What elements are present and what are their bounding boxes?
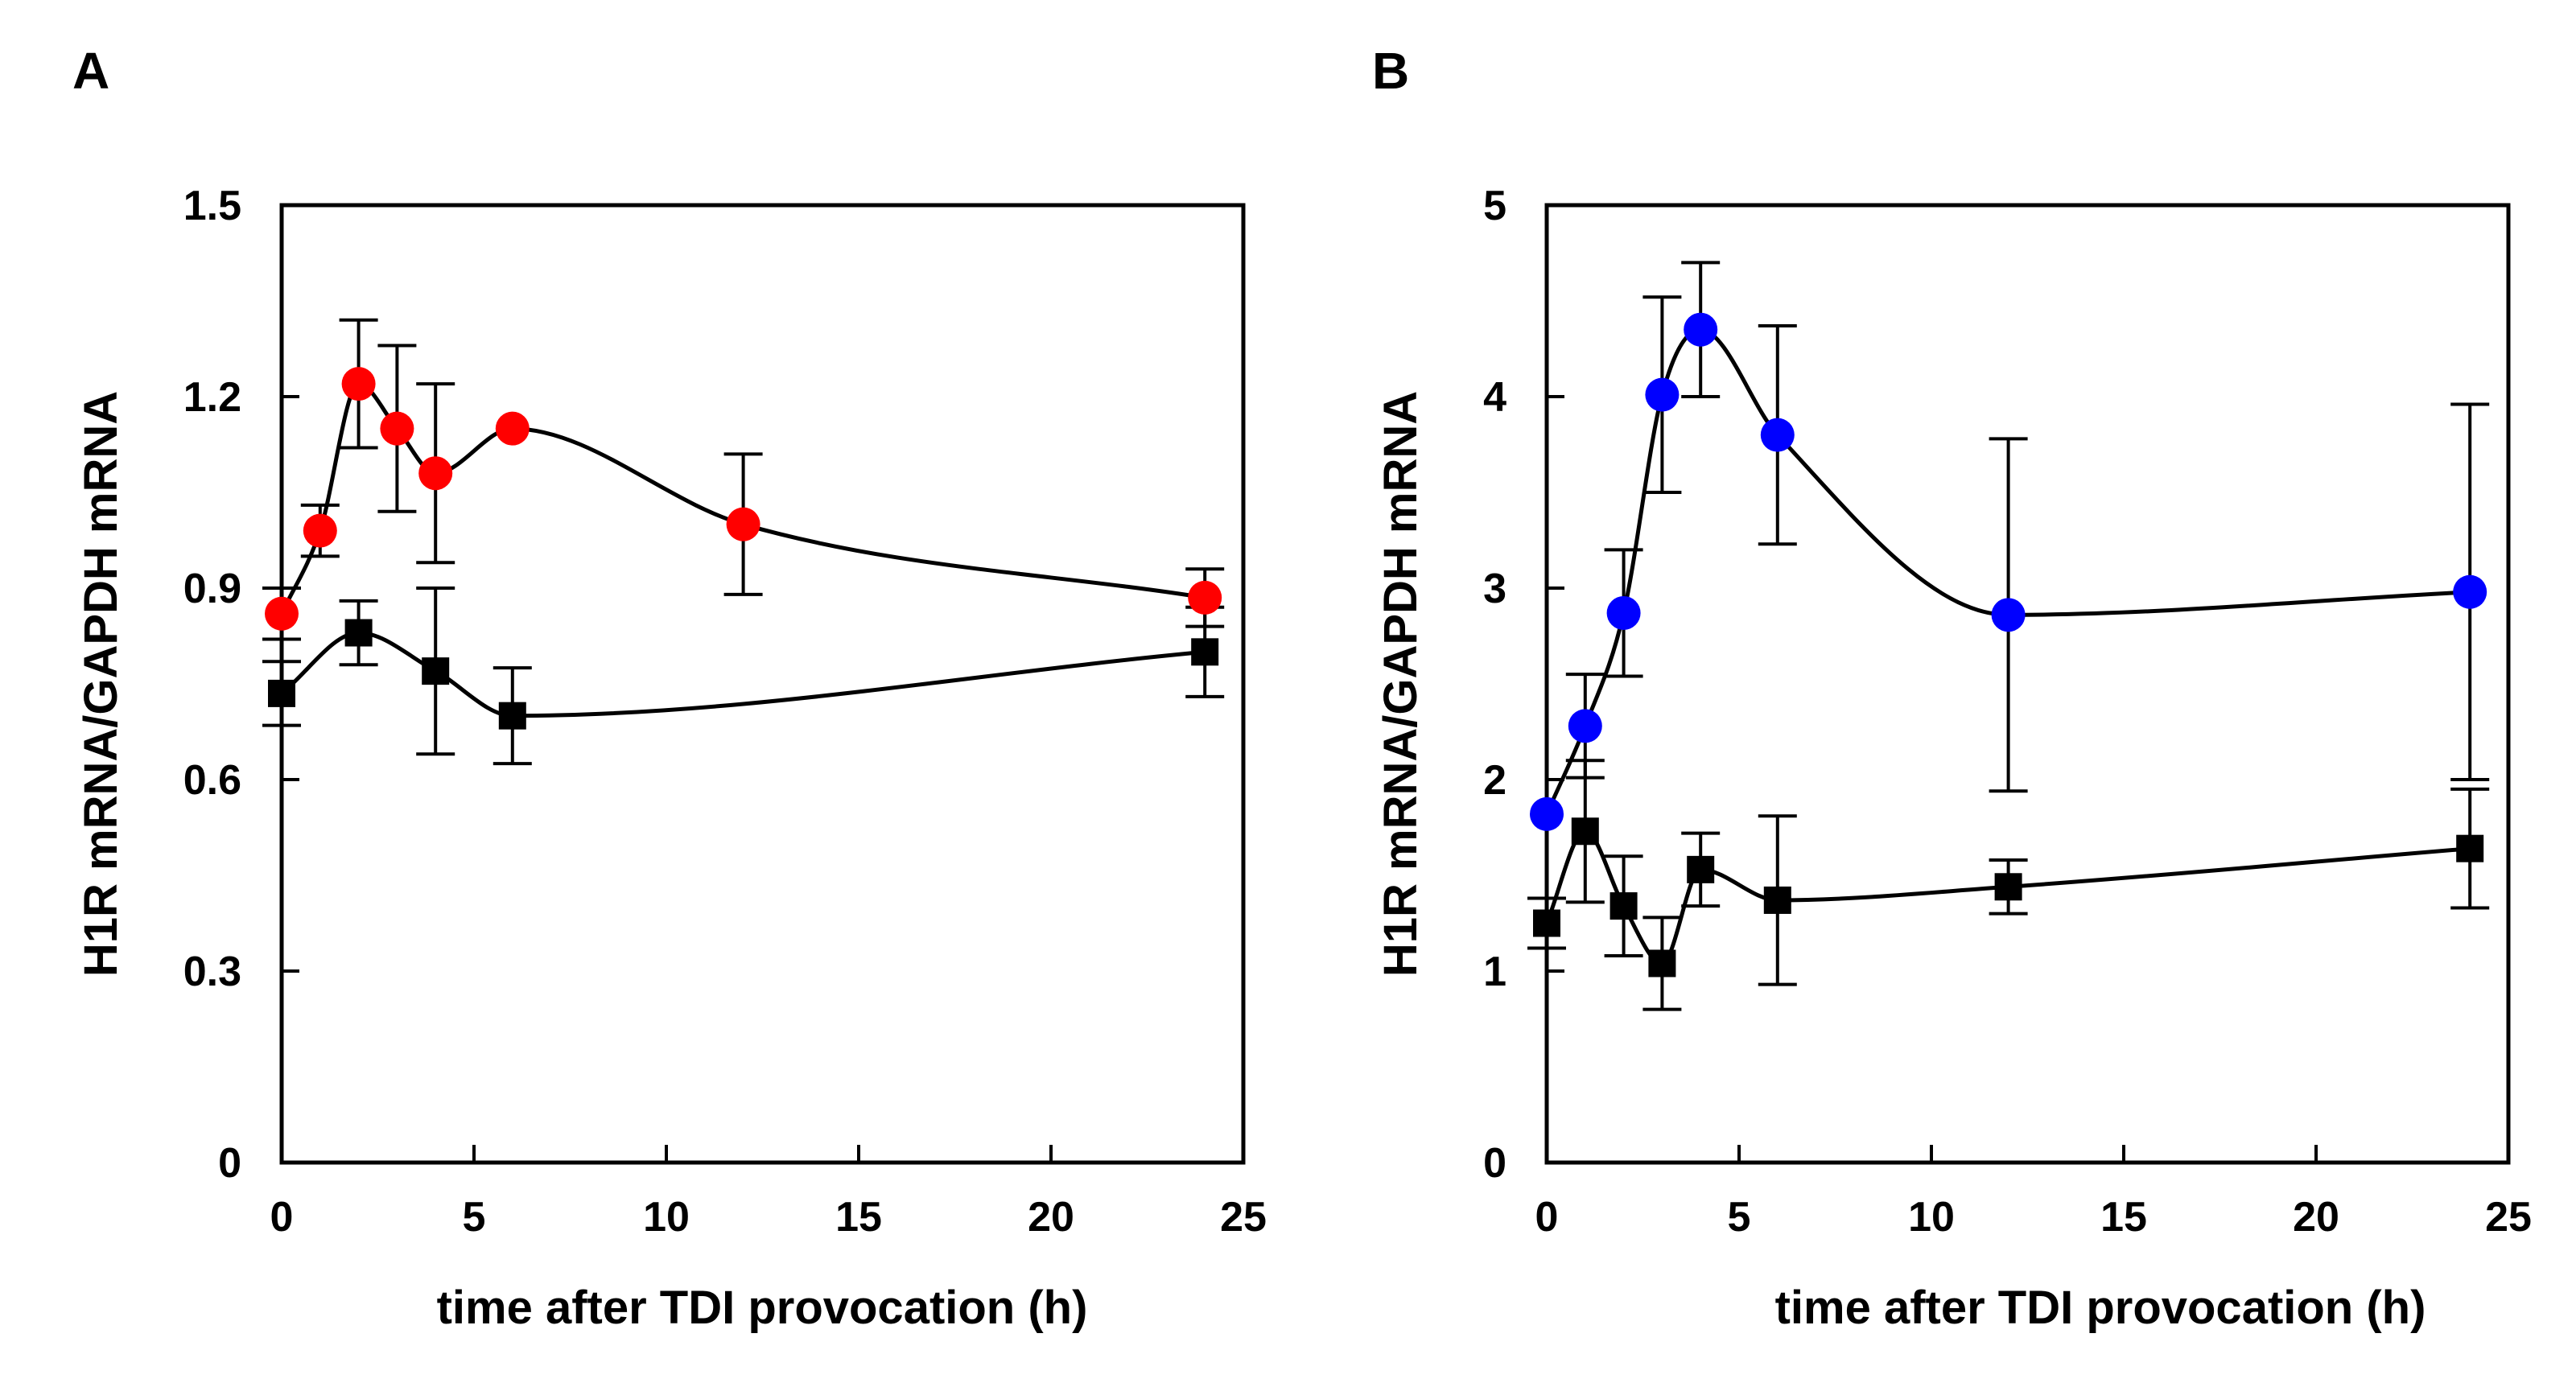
panel-b-frame bbox=[1544, 203, 2511, 1165]
data-point-square bbox=[2456, 834, 2484, 862]
data-point-circle bbox=[1760, 418, 1795, 452]
data-point-circle bbox=[2453, 574, 2487, 609]
panel-b-ticks: 0 5 10 15 20 25 0 1 2 3 4 5 bbox=[1483, 183, 2532, 1241]
panel-b-ylabel: H1R mRNA/GAPDH mRNA bbox=[1375, 391, 1427, 977]
series-line bbox=[280, 630, 1206, 718]
data-point-square bbox=[498, 702, 526, 730]
panel-a: A 0 5 10 15 20 25 0 0.3 0.6 0.9 1.2 1.5 time after … bbox=[72, 42, 1267, 1334]
data-point-circle bbox=[1606, 595, 1641, 630]
y-tick-label: 2 bbox=[1483, 757, 1506, 804]
data-point-circle bbox=[1188, 580, 1222, 615]
panel-b-xlabel: time after TDI provocation (h) bbox=[1775, 1282, 2426, 1334]
data-point-square bbox=[1533, 909, 1560, 937]
panel-a-error-bars bbox=[262, 318, 1225, 766]
data-point-circle bbox=[303, 513, 337, 548]
data-point-circle bbox=[1684, 312, 1718, 347]
data-point-circle bbox=[1991, 598, 2026, 632]
data-point-circle bbox=[265, 596, 299, 631]
data-point-square bbox=[1763, 886, 1791, 914]
data-point-circle bbox=[1645, 377, 1680, 412]
data-point-circle bbox=[418, 456, 453, 491]
data-point-circle bbox=[495, 411, 530, 446]
y-tick-label: 0 bbox=[218, 1140, 241, 1187]
y-tick-label: 1.2 bbox=[183, 374, 241, 421]
panel-b-points bbox=[1530, 312, 2487, 977]
y-tick-label: 0.6 bbox=[183, 757, 241, 804]
data-point-circle bbox=[1568, 709, 1602, 743]
y-tick-label: 1 bbox=[1483, 949, 1506, 995]
data-point-circle bbox=[341, 367, 376, 401]
x-tick-label: 0 bbox=[270, 1194, 294, 1241]
y-tick-label: 5 bbox=[1483, 183, 1506, 229]
series-line bbox=[279, 381, 1206, 615]
x-tick-label: 20 bbox=[2293, 1194, 2339, 1241]
x-tick-label: 5 bbox=[463, 1194, 486, 1241]
data-point-circle bbox=[726, 507, 760, 541]
data-point-square bbox=[1609, 892, 1638, 920]
data-point-square bbox=[1687, 855, 1715, 883]
x-tick-label: 10 bbox=[643, 1194, 690, 1241]
data-point-circle bbox=[1530, 796, 1564, 831]
panel-b-letter: B bbox=[1372, 42, 1409, 100]
x-tick-label: 15 bbox=[835, 1194, 882, 1241]
data-point-square bbox=[1994, 873, 2022, 901]
x-tick-label: 10 bbox=[1908, 1194, 1955, 1241]
data-point-square bbox=[422, 657, 450, 685]
data-point-square bbox=[1191, 638, 1219, 666]
panel-b: B 0 5 10 15 20 25 0 1 2 3 4 5 time after TDI provoc… bbox=[1372, 42, 2532, 1334]
data-point-square bbox=[1571, 817, 1599, 846]
panel-a-ylabel: H1R mRNA/GAPDH mRNA bbox=[75, 391, 127, 977]
y-tick-label: 3 bbox=[1483, 566, 1506, 612]
panel-a-xlabel: time after TDI provocation (h) bbox=[437, 1282, 1088, 1334]
x-tick-label: 25 bbox=[1220, 1194, 1267, 1241]
panel-a-ticks: 0 5 10 15 20 25 0 0.3 0.6 0.9 1.2 1.5 bbox=[183, 183, 1267, 1241]
data-point-square bbox=[1648, 949, 1676, 977]
data-point-circle bbox=[380, 411, 414, 446]
y-tick-label: 0.9 bbox=[183, 566, 241, 612]
panel-a-letter: A bbox=[72, 42, 109, 100]
y-tick-label: 4 bbox=[1483, 374, 1506, 421]
x-tick-label: 0 bbox=[1535, 1194, 1559, 1241]
x-tick-label: 25 bbox=[2485, 1194, 2532, 1241]
x-tick-label: 15 bbox=[2100, 1194, 2147, 1241]
y-tick-label: 0 bbox=[1483, 1140, 1506, 1187]
x-tick-label: 5 bbox=[1728, 1194, 1751, 1241]
x-tick-label: 20 bbox=[1028, 1194, 1074, 1241]
panel-a-points bbox=[265, 367, 1222, 730]
data-point-square bbox=[344, 619, 373, 647]
y-tick-label: 1.5 bbox=[183, 183, 241, 229]
y-tick-label: 0.3 bbox=[183, 949, 241, 995]
data-point-square bbox=[268, 679, 295, 707]
